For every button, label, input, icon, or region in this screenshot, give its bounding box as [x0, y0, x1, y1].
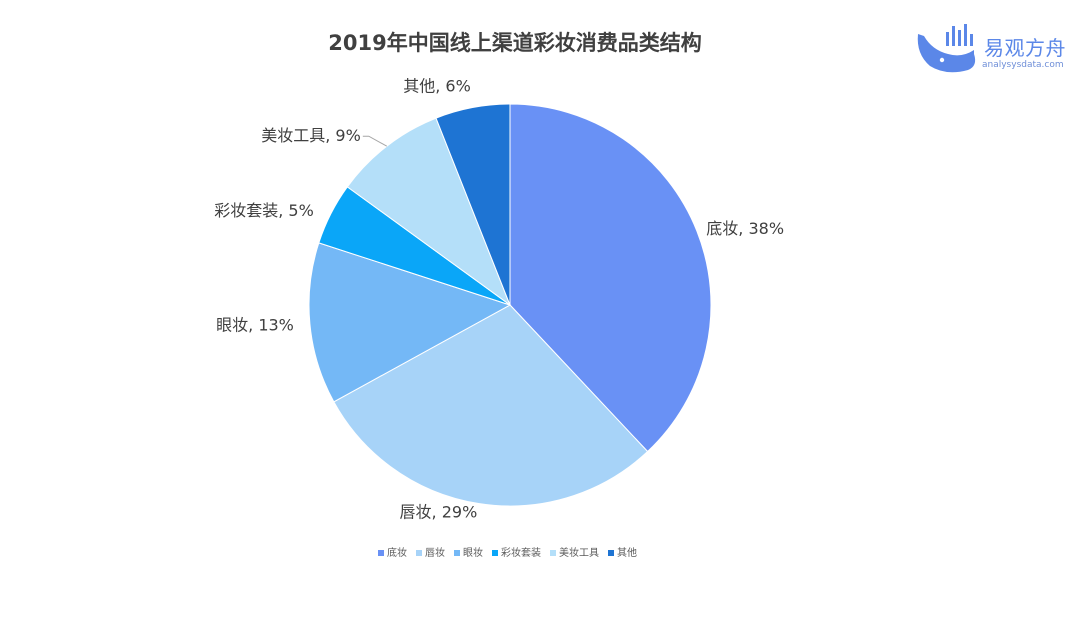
legend-swatch-1 — [378, 550, 384, 556]
legend-item-4: 彩妆套装 — [492, 546, 541, 559]
data-label-slice-4: 彩妆套装, 5% — [214, 201, 314, 220]
legend-item-6: 其他 — [608, 546, 637, 559]
legend-swatch-5 — [550, 550, 556, 556]
data-label-slice-3: 眼妆, 13% — [216, 316, 294, 335]
brand-name: 易观方舟 — [984, 36, 1066, 60]
data-label-slice-5: 美妆工具, 9% — [261, 126, 361, 145]
legend-swatch-2 — [416, 550, 422, 556]
legend-item-5: 美妆工具 — [550, 546, 599, 559]
legend-label-3: 眼妆 — [463, 546, 483, 559]
legend-swatch-6 — [608, 550, 614, 556]
leader-line-slice-5 — [362, 135, 388, 147]
data-label-slice-2: 唇妆, 29% — [400, 502, 478, 521]
data-label-slice-1: 底妆, 38% — [706, 219, 784, 238]
legend-item-3: 眼妆 — [454, 546, 483, 559]
legend-label-4: 彩妆套装 — [501, 546, 541, 559]
pie-slice-6 — [435, 103, 511, 306]
legend-label-1: 底妆 — [387, 546, 407, 559]
legend-item-2: 唇妆 — [416, 546, 445, 559]
brand-url: analysysdata.com — [982, 60, 1064, 70]
legend-swatch-3 — [454, 550, 460, 556]
pie-slices — [308, 103, 712, 507]
legend-label-5: 美妆工具 — [559, 546, 599, 559]
legend-item-1: 底妆 — [378, 546, 407, 559]
legend-swatch-4 — [492, 550, 498, 556]
pie-slice-3 — [308, 242, 512, 403]
pie-slice-1 — [509, 103, 712, 453]
leader-lines — [362, 135, 388, 147]
data-label-slice-6: 其他, 6% — [403, 77, 471, 96]
legend: 底妆 唇妆 眼妆 彩妆套装 美妆工具 其他 — [378, 546, 637, 559]
pie-slice-2 — [333, 304, 649, 507]
legend-label-2: 唇妆 — [425, 546, 445, 559]
chart-title: 2019年中国线上渠道彩妆消费品类结构 — [328, 31, 701, 55]
brand-logo-block: 易观方舟 analysysdata.com — [912, 20, 1072, 76]
data-labels: 底妆, 38% 唇妆, 29% 眼妆, 13% 彩妆套装, 5% 美妆工具, 9% 其他,… — [214, 77, 784, 522]
whale-logo-icon — [917, 24, 976, 73]
legend-label-6: 其他 — [617, 546, 637, 559]
